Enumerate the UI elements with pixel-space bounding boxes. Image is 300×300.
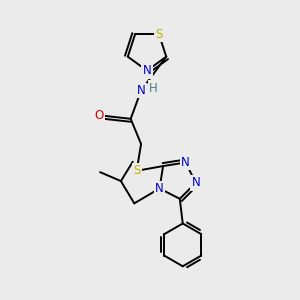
Text: O: O <box>94 109 103 122</box>
Text: N: N <box>137 84 146 97</box>
Text: S: S <box>133 164 140 177</box>
Text: N: N <box>191 176 200 189</box>
Text: H: H <box>149 82 158 95</box>
Text: N: N <box>143 64 152 77</box>
Text: N: N <box>181 156 190 169</box>
Text: S: S <box>155 28 163 40</box>
Text: N: N <box>155 182 164 195</box>
